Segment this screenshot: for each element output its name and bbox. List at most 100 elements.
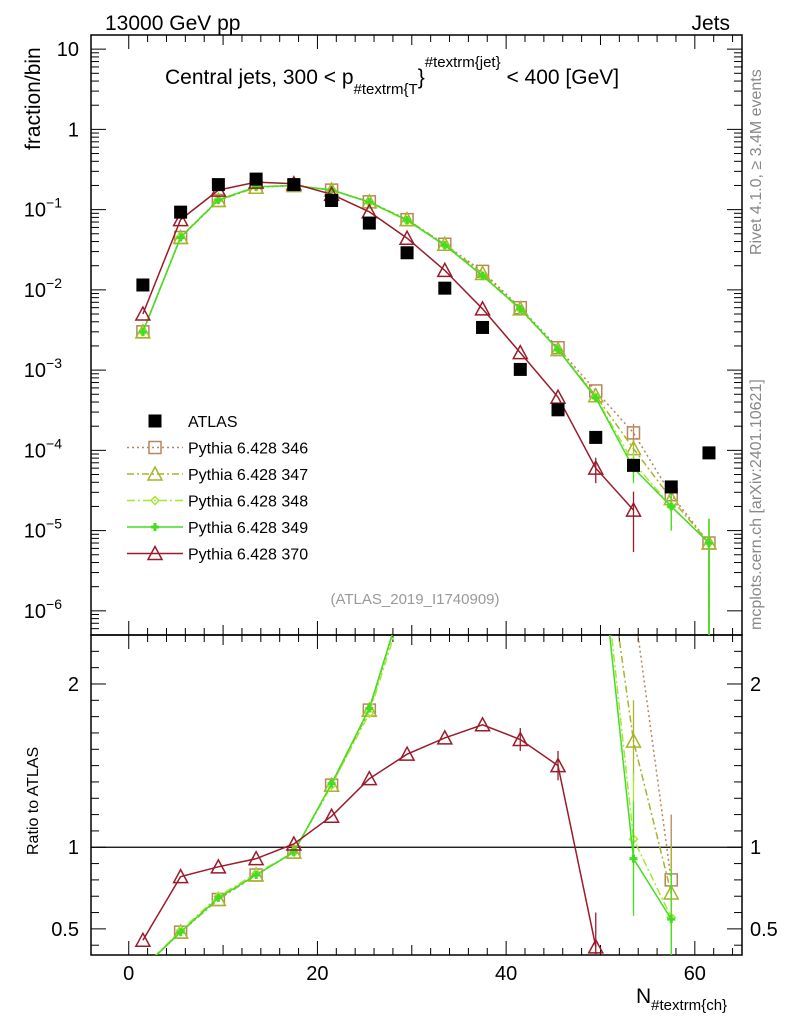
y-tick-base: 10 — [24, 200, 46, 222]
legend-marker — [146, 465, 164, 481]
ratio-point — [214, 893, 223, 902]
series-group-1 — [134, 176, 718, 635]
legend-label: Pythia 6.428 346 — [188, 441, 308, 458]
legend-label: Pythia 6.428 349 — [188, 520, 308, 537]
x-tick-label: 20 — [306, 963, 328, 985]
data-point — [362, 216, 376, 230]
category-label: Jets — [691, 12, 730, 35]
ratio-point — [210, 858, 227, 874]
ratio-point — [587, 938, 605, 954]
legend-marker — [148, 440, 162, 455]
series-point — [176, 233, 185, 242]
ratio-y-tick-label-right: 1 — [750, 837, 761, 859]
series-point — [398, 229, 416, 245]
series-point — [625, 501, 642, 517]
ratio-point — [667, 915, 676, 924]
rivet-label: Rivet 4.1.0, ≥ 3.4M events — [748, 69, 765, 255]
y-axis-label: fraction/bin — [22, 47, 45, 150]
legend: ATLAS Pythia 6.428 346 Pythia 6.428 347 Pyt… — [127, 414, 308, 564]
ratio-y-axis-label: Ratio to ATLAS — [25, 747, 42, 855]
legend-label: Pythia 6.428 370 — [188, 547, 308, 564]
y-tick-label: 10−2 — [24, 275, 62, 302]
ratio-point — [252, 871, 261, 879]
ratio-series-group-4 — [134, 716, 605, 955]
ratio-y-tick-label: 2 — [68, 674, 79, 696]
series-point — [172, 211, 189, 227]
y-tick-label: 10−4 — [24, 435, 62, 462]
main-panel-frame — [90, 34, 743, 636]
y-tick-label: 10−1 — [24, 195, 62, 222]
ratio-point — [625, 732, 642, 748]
data-point — [249, 172, 263, 186]
series-point — [549, 388, 567, 404]
y-tick-exp: −3 — [46, 355, 62, 371]
x-axis-label: N#textrm{ch} — [636, 985, 727, 1014]
series-point — [138, 327, 147, 336]
x-tick-label: 0 — [123, 963, 134, 985]
y-tick-label: 1 — [68, 119, 79, 141]
mcplots-label: mcplots.cern.ch [arXiv:2401.10621] — [748, 379, 765, 630]
legend-marker — [151, 523, 159, 531]
data-point — [513, 362, 527, 376]
ratio-axis-ticks: 0.5 0.51 12 20 20 40 60 — [51, 635, 778, 985]
ratio-point — [364, 708, 375, 719]
series-line — [142, 184, 710, 635]
y-tick-exp: −1 — [46, 195, 62, 211]
title-post: < 400 [GeV] — [501, 66, 620, 89]
ratio-point — [361, 770, 378, 786]
y-tick-label: 10 — [57, 39, 79, 61]
series-point — [704, 539, 713, 548]
y-tick-label: 10−6 — [24, 596, 62, 623]
data-point — [136, 278, 150, 292]
ratio-line — [155, 635, 672, 955]
data-point — [325, 193, 339, 207]
title-sup: #textrm{jet} — [425, 54, 501, 71]
data-point — [589, 430, 603, 444]
analysis-label: (ATLAS_2019_I1740909) — [330, 591, 499, 608]
data-point — [438, 281, 452, 295]
series-point — [474, 300, 491, 316]
ratio-y-tick-label: 1 — [68, 837, 79, 859]
data-point — [287, 178, 301, 192]
y-tick-label: 10−3 — [24, 355, 62, 382]
series-line — [142, 184, 710, 635]
y-tick-exp: −4 — [46, 435, 62, 451]
data-point — [551, 403, 565, 417]
legend-marker-atlas — [148, 414, 162, 428]
legend-label: Pythia 6.428 348 — [188, 494, 308, 511]
data-point — [627, 458, 640, 472]
series-point — [516, 304, 525, 313]
series-group-0 — [136, 178, 716, 635]
x-axis-label-sub: #textrm{ch} — [651, 997, 727, 1014]
ratio-point — [327, 779, 336, 788]
series-point — [214, 195, 223, 204]
ratio-point — [512, 730, 529, 747]
series-point — [591, 393, 600, 402]
ratio-point — [474, 716, 491, 732]
title-pre: Central jets, 300 < p — [165, 66, 354, 89]
ratio-line — [154, 635, 672, 955]
ratio-y-tick-label-right: 2 — [750, 674, 761, 696]
legend-marker — [149, 495, 161, 506]
ratio-y-tick-label: 0.5 — [51, 919, 79, 941]
series-group-2 — [137, 180, 715, 635]
series-point — [403, 216, 412, 225]
ratio-point — [365, 704, 374, 713]
main-series-layer — [134, 173, 718, 635]
ratio-point — [172, 868, 189, 884]
ratio-point — [398, 745, 416, 761]
series-point — [554, 345, 563, 354]
ratio-y-tick-label-right: 0.5 — [750, 919, 778, 941]
y-tick-base: 10 — [24, 601, 46, 623]
series-point — [512, 344, 529, 360]
series-point — [436, 261, 454, 278]
data-point — [211, 178, 225, 192]
data-point — [400, 246, 414, 260]
chart-title: Central jets, 300 < p#textrm{T}#textrm{j… — [165, 54, 619, 98]
y-tick-exp: −6 — [46, 596, 62, 612]
y-tick-label: 10−5 — [24, 516, 62, 543]
legend-label: Pythia 6.428 347 — [188, 467, 308, 484]
series-point — [478, 271, 487, 280]
